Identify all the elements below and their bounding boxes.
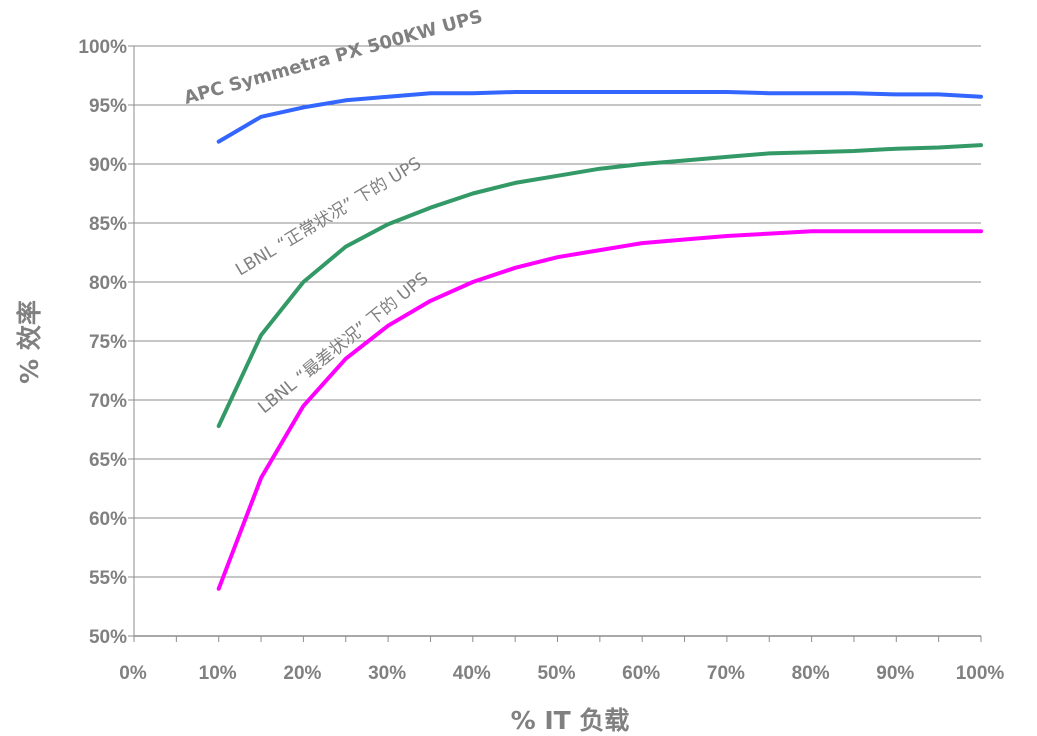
series-lines [216,90,983,591]
y-tick-label: 90% [89,155,127,176]
series-label-lbnl-worst: LBNL “最差状况” 下的 UPS [255,269,433,418]
y-axis-title: % 效率 [15,300,44,384]
x-tick-labels: 0% 10% 20% 30% 40% 50% 60% 70% 80% 90% 100% [119,663,1004,684]
x-tick-label: 50% [537,663,575,684]
axes [128,45,982,642]
x-tick-label: 20% [283,663,321,684]
y-tick-label: 100% [78,37,127,58]
series-line-1 [216,143,983,428]
x-tick-label: 40% [453,663,491,684]
y-tick-labels: 50% 55% 60% 65% 70% 75% 80% 85% 90% 95% 100% [78,37,127,648]
y-tick-label: 75% [89,332,127,353]
x-tick-label: 90% [876,663,914,684]
y-tick-label: 60% [89,509,127,530]
x-tick-label: 10% [199,663,237,684]
y-tick-label: 65% [89,450,127,471]
grid-lines [134,45,981,578]
y-tick-label: 55% [89,568,127,589]
x-tick-label: 60% [622,663,660,684]
x-tick-label: 70% [707,663,745,684]
x-tick-label: 0% [119,663,147,684]
x-axis-title: % IT 负载 [511,706,630,735]
y-tick-label: 85% [89,214,127,235]
y-tick-label: 70% [89,391,127,412]
x-tick-label: 100% [956,663,1005,684]
series-line-0 [216,90,983,144]
x-tick-label: 30% [368,663,406,684]
series-line-2 [216,229,983,591]
y-tick-label: 80% [89,273,127,294]
y-tick-label: 50% [89,627,127,648]
y-tick-label: 95% [89,96,127,117]
x-tick-label: 80% [792,663,830,684]
